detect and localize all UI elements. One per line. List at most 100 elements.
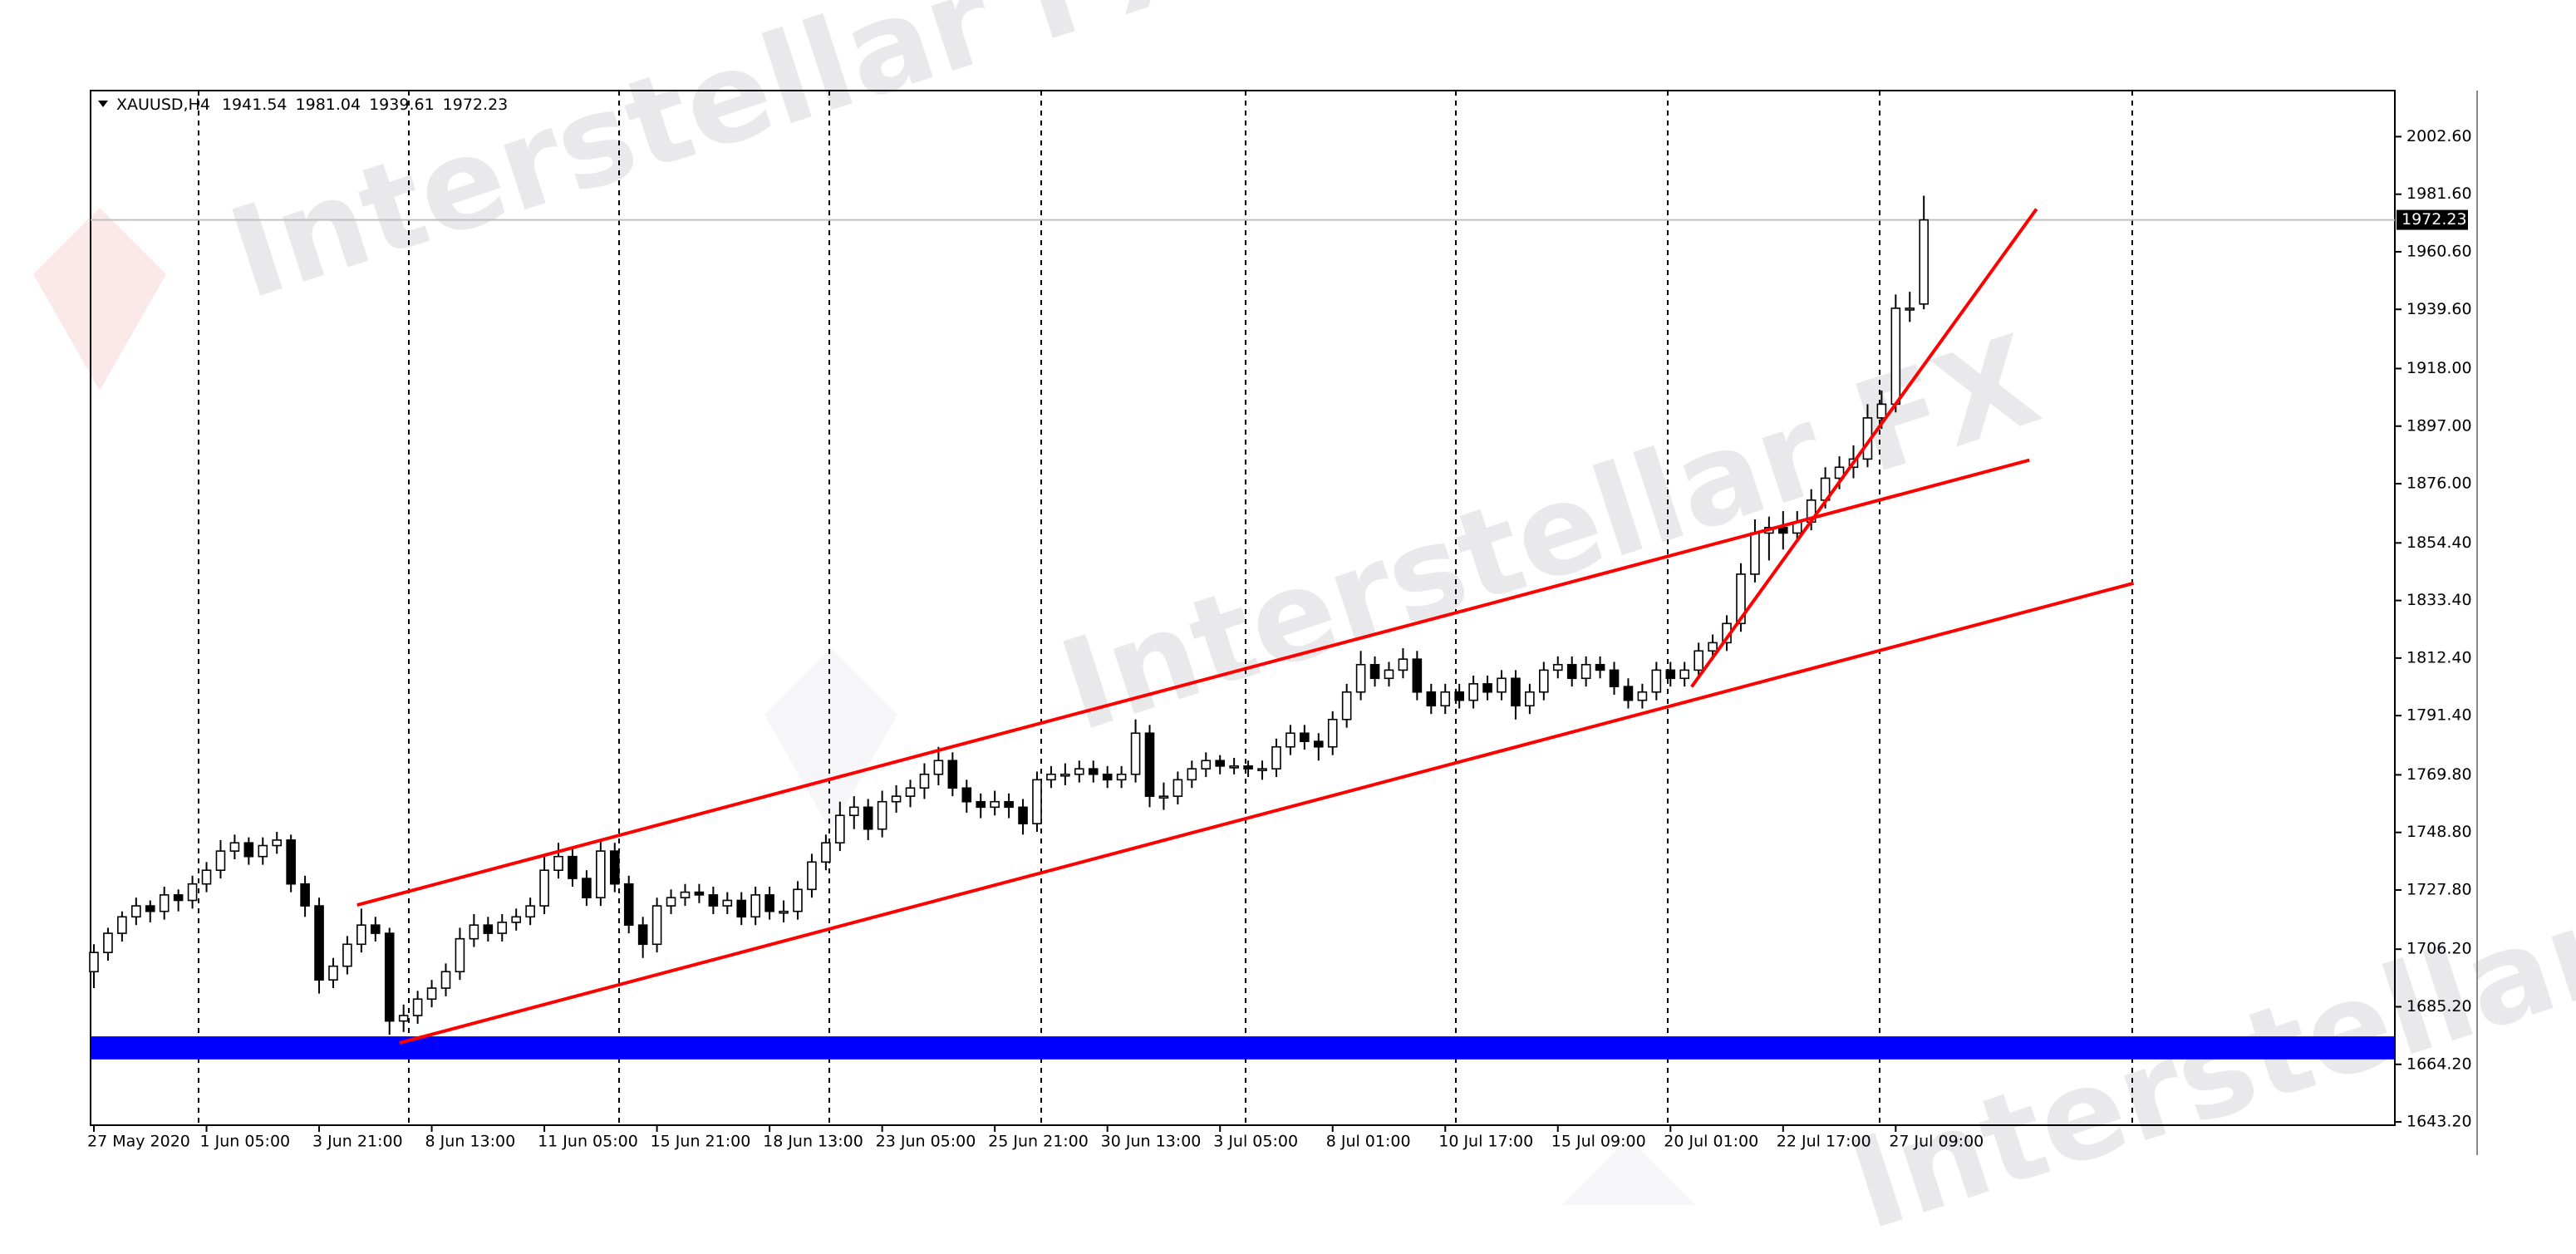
candle-body — [1271, 745, 1281, 770]
x-tick-label: 22 Jul 17:00 — [1777, 1133, 1871, 1151]
logo-shape — [33, 208, 166, 391]
candle-body — [1341, 691, 1352, 720]
y-tick-label: 1939.60 — [2406, 300, 2472, 318]
candle-body — [483, 924, 494, 934]
candle-body — [1905, 307, 1915, 311]
candle-body — [1060, 773, 1070, 777]
trendline — [399, 581, 2135, 1045]
watermark: Interstellar FX — [214, 0, 1223, 327]
candle-body — [1694, 650, 1703, 671]
candle-body — [1511, 677, 1521, 707]
candle-body — [300, 883, 310, 907]
y-tick-label: 1791.40 — [2406, 706, 2472, 725]
header-open: 1941.54 — [222, 96, 288, 114]
candle-body — [440, 971, 451, 989]
y-tick-label: 1685.20 — [2406, 997, 2472, 1015]
y-tick-label: 1748.80 — [2406, 823, 2472, 841]
candle-body — [947, 760, 958, 789]
candle-body — [426, 987, 437, 1001]
logo-shape — [1562, 1138, 1695, 1205]
candle-body — [1074, 768, 1084, 775]
candle-body — [750, 894, 760, 918]
y-tick-label: 1727.80 — [2406, 880, 2472, 898]
candle-body — [1032, 779, 1042, 824]
candle-body — [666, 897, 676, 907]
candle-body — [835, 814, 845, 844]
candle-body — [215, 850, 226, 872]
candle-body — [1497, 677, 1507, 693]
candle-body — [243, 842, 254, 858]
candle-body — [1286, 732, 1295, 748]
current-price-label: 1972.23 — [2401, 210, 2467, 229]
candle-body — [1130, 732, 1141, 775]
candle-body — [1679, 669, 1690, 680]
candle-body — [258, 844, 268, 858]
candle-body — [89, 952, 99, 973]
candle-body — [609, 850, 620, 885]
candle-body — [1004, 800, 1014, 809]
y-tick-label: 1769.80 — [2406, 765, 2472, 784]
candle-body — [1018, 806, 1028, 824]
candle-body — [1750, 532, 1760, 575]
y-tick-label: 1897.00 — [2406, 416, 2472, 435]
symbol-menu-arrow — [98, 101, 108, 107]
candle-body — [1327, 718, 1338, 748]
candle-body — [1102, 773, 1113, 781]
candle-body — [314, 905, 324, 981]
candle-body — [1398, 658, 1408, 671]
candle-body — [1890, 307, 1901, 406]
candle-body — [328, 965, 338, 981]
candle-body — [469, 924, 479, 940]
candle-body — [497, 922, 508, 934]
candle-body — [1708, 642, 1718, 652]
candle-body — [651, 905, 662, 946]
current-price-box — [2397, 209, 2468, 230]
candle-body — [779, 910, 789, 914]
watermark: Interstellar FX — [1045, 308, 2054, 760]
candle-body — [821, 842, 831, 863]
candle-body — [1919, 219, 1929, 305]
candle-body — [637, 924, 648, 946]
candle-body — [623, 883, 634, 926]
candle-body — [1046, 773, 1056, 781]
candle-body — [793, 888, 803, 912]
candle-body — [1313, 740, 1324, 748]
candle-body — [596, 850, 606, 898]
candle-body — [539, 869, 549, 907]
candle-body — [863, 806, 873, 830]
candle-body — [1229, 765, 1239, 769]
candle-body — [722, 899, 733, 907]
candle-body — [511, 916, 522, 923]
candle-body — [398, 1015, 409, 1022]
chart-header: XAUUSD,H4 1941.54 1981.04 1939.61 1972.23 — [116, 96, 508, 114]
candles — [89, 195, 1929, 1035]
header-close: 1972.23 — [443, 96, 509, 114]
candle-body — [848, 806, 859, 817]
candle-body — [356, 924, 366, 946]
support-zone — [91, 1036, 2394, 1060]
trendline — [356, 458, 2030, 907]
candle-body — [159, 894, 170, 912]
x-tick-label: 1 Jun 05:00 — [200, 1133, 291, 1151]
plot-frame — [90, 90, 2396, 1126]
candle-body — [342, 943, 352, 967]
candle-body — [708, 894, 719, 907]
candle-body — [1300, 732, 1310, 742]
watermarks: Interstellar FX Interstellar FX Interste… — [33, 0, 2576, 1254]
candle-body — [1539, 669, 1549, 693]
candle-body — [286, 839, 296, 885]
candle-body — [117, 916, 127, 934]
candle-body — [1736, 573, 1746, 625]
candle-body — [1609, 669, 1620, 687]
candle-body — [1595, 663, 1605, 671]
candle-body — [568, 855, 578, 879]
candle-body — [229, 842, 240, 852]
header-low: 1939.61 — [369, 96, 435, 114]
candle-body — [1566, 663, 1577, 680]
y-tick-label: 1706.20 — [2406, 940, 2472, 958]
candle-body — [384, 932, 395, 1022]
candle-body — [1215, 760, 1225, 767]
candle-body — [1454, 691, 1464, 701]
x-tick-label: 18 Jun 13:00 — [763, 1133, 863, 1151]
candle-body — [1552, 663, 1563, 671]
